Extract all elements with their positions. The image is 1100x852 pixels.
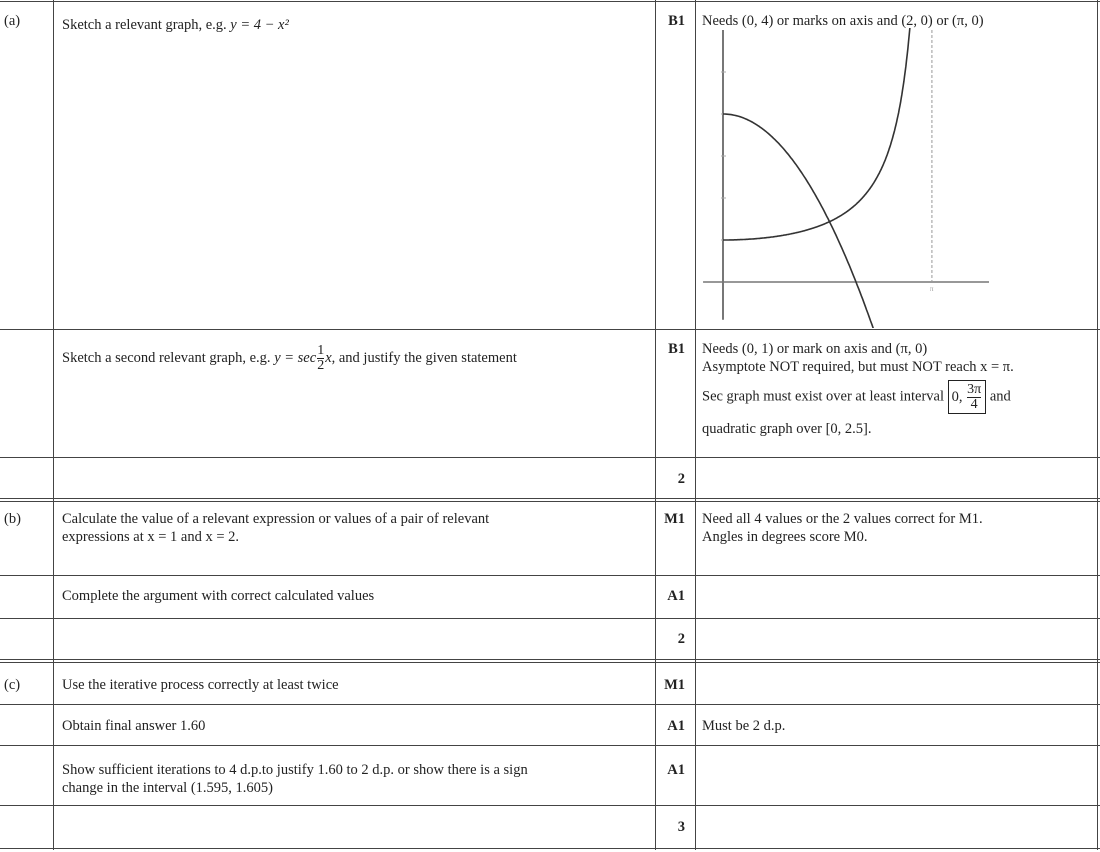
description-line: change in the interval (1.595, 1.605) [62, 780, 273, 796]
mark: B1 [668, 13, 685, 29]
row-divider [0, 457, 1100, 458]
interval-start: 0, [951, 389, 963, 405]
part-label: (a) [4, 13, 21, 29]
interval: 0, 3π 4 [947, 380, 987, 414]
total-mark: 2 [677, 471, 685, 487]
note-line: Asymptote NOT required, but must NOT rea… [702, 359, 1014, 375]
description-text: Sketch a relevant graph, e.g. [62, 17, 227, 33]
row-divider [0, 745, 1100, 746]
row-divider [0, 848, 1100, 849]
mark: M1 [664, 511, 685, 527]
mark: A1 [667, 718, 685, 734]
quadratic-curve [723, 113, 874, 328]
equation: y = 4 − x² [230, 17, 289, 33]
column-divider [53, 0, 54, 850]
row-divider [0, 575, 1100, 576]
description: Use the iterative process correctly at l… [62, 677, 339, 693]
row-divider [0, 704, 1100, 705]
row-divider [0, 805, 1100, 806]
x-tick-label: π [930, 285, 934, 293]
numerator: 3π [967, 382, 982, 399]
note-line: Angles in degrees score M0. [702, 529, 868, 545]
description: Sketch a relevant graph, e.g. y = 4 − x² [62, 16, 289, 34]
column-divider [1097, 0, 1098, 850]
note-line: Need all 4 values or the 2 values correc… [702, 511, 983, 527]
row-divider [0, 329, 1100, 330]
description: Complete the argument with correct calcu… [62, 588, 375, 604]
note-text: and [989, 388, 1011, 405]
row-divider [0, 618, 1100, 619]
graph-sketch: π [703, 28, 989, 328]
part-label: (c) [4, 677, 21, 693]
description-text: Sketch a second relevant graph, e.g. [62, 349, 271, 366]
column-divider [695, 0, 696, 850]
note-line: quadratic graph over [0, 2.5]. [702, 421, 872, 437]
mark: A1 [667, 762, 685, 778]
description-line: Calculate the value of a relevant expres… [62, 511, 490, 527]
description-text: , and justify the given statement [331, 349, 517, 366]
secant-curve [723, 28, 911, 241]
description: Sketch a second relevant graph, e.g. y =… [62, 344, 517, 373]
guidance-note: Needs (0, 1) or mark on axis and (π, 0) … [702, 340, 1014, 438]
section-divider [0, 498, 1100, 502]
description-line: expressions at x = 1 and x = 2. [62, 529, 240, 545]
guidance-note: Must be 2 d.p. [702, 718, 786, 734]
column-divider [655, 0, 656, 850]
description: Show sufficient iterations to 4 d.p.to j… [62, 761, 528, 797]
description-line: Show sufficient iterations to 4 d.p.to j… [62, 762, 528, 778]
description: Obtain final answer 1.60 [62, 718, 206, 734]
equation: y = sec [274, 349, 317, 366]
mark: B1 [668, 341, 685, 357]
total-mark: 2 [677, 631, 685, 647]
section-divider [0, 659, 1100, 663]
guidance-note: Needs (0, 4) or marks on axis and (2, 0)… [702, 13, 984, 29]
numerator: 1 [317, 343, 325, 359]
guidance-note: Need all 4 values or the 2 values correc… [702, 510, 983, 546]
equation-variable: x [325, 349, 332, 366]
denominator: 4 [970, 397, 978, 413]
mark: M1 [664, 677, 685, 693]
description: Calculate the value of a relevant expres… [62, 510, 489, 546]
note-line: Sec graph must exist over at least inter… [702, 388, 944, 405]
row-divider [0, 1, 1100, 2]
mark: A1 [667, 588, 685, 604]
total-mark: 3 [677, 819, 685, 835]
denominator: 2 [317, 358, 325, 373]
part-label: (b) [4, 511, 21, 527]
note-line: Needs (0, 1) or mark on axis and (π, 0) [702, 341, 928, 357]
